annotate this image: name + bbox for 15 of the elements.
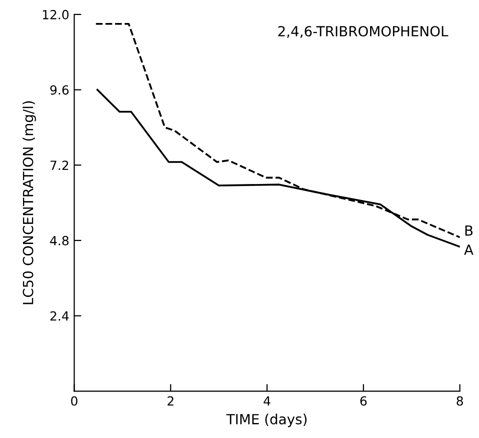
x-tick-label: 8 [456, 396, 463, 406]
y-tick-label: 12.0 [42, 10, 69, 20]
x-axis-title: TIME (days) [226, 414, 307, 428]
x-tick-label: 6 [360, 396, 367, 406]
y-axis-title: LC50 CONCENTRATION (mg/l) [22, 101, 36, 304]
series-label: A [464, 244, 474, 255]
x-tick-label: 2 [168, 396, 174, 406]
y-tick-label: 2.4 [50, 311, 69, 321]
series-label: B [465, 225, 473, 236]
y-tick-label: 4.8 [50, 236, 69, 246]
x-tick-label: 0 [71, 396, 78, 406]
y-tick-label: 9.6 [50, 85, 69, 95]
y-tick-label: 7.2 [50, 160, 68, 170]
text: 2,4,6-TRIBROMOPHENOL [278, 26, 448, 38]
x-tick-label: 4 [264, 396, 270, 406]
